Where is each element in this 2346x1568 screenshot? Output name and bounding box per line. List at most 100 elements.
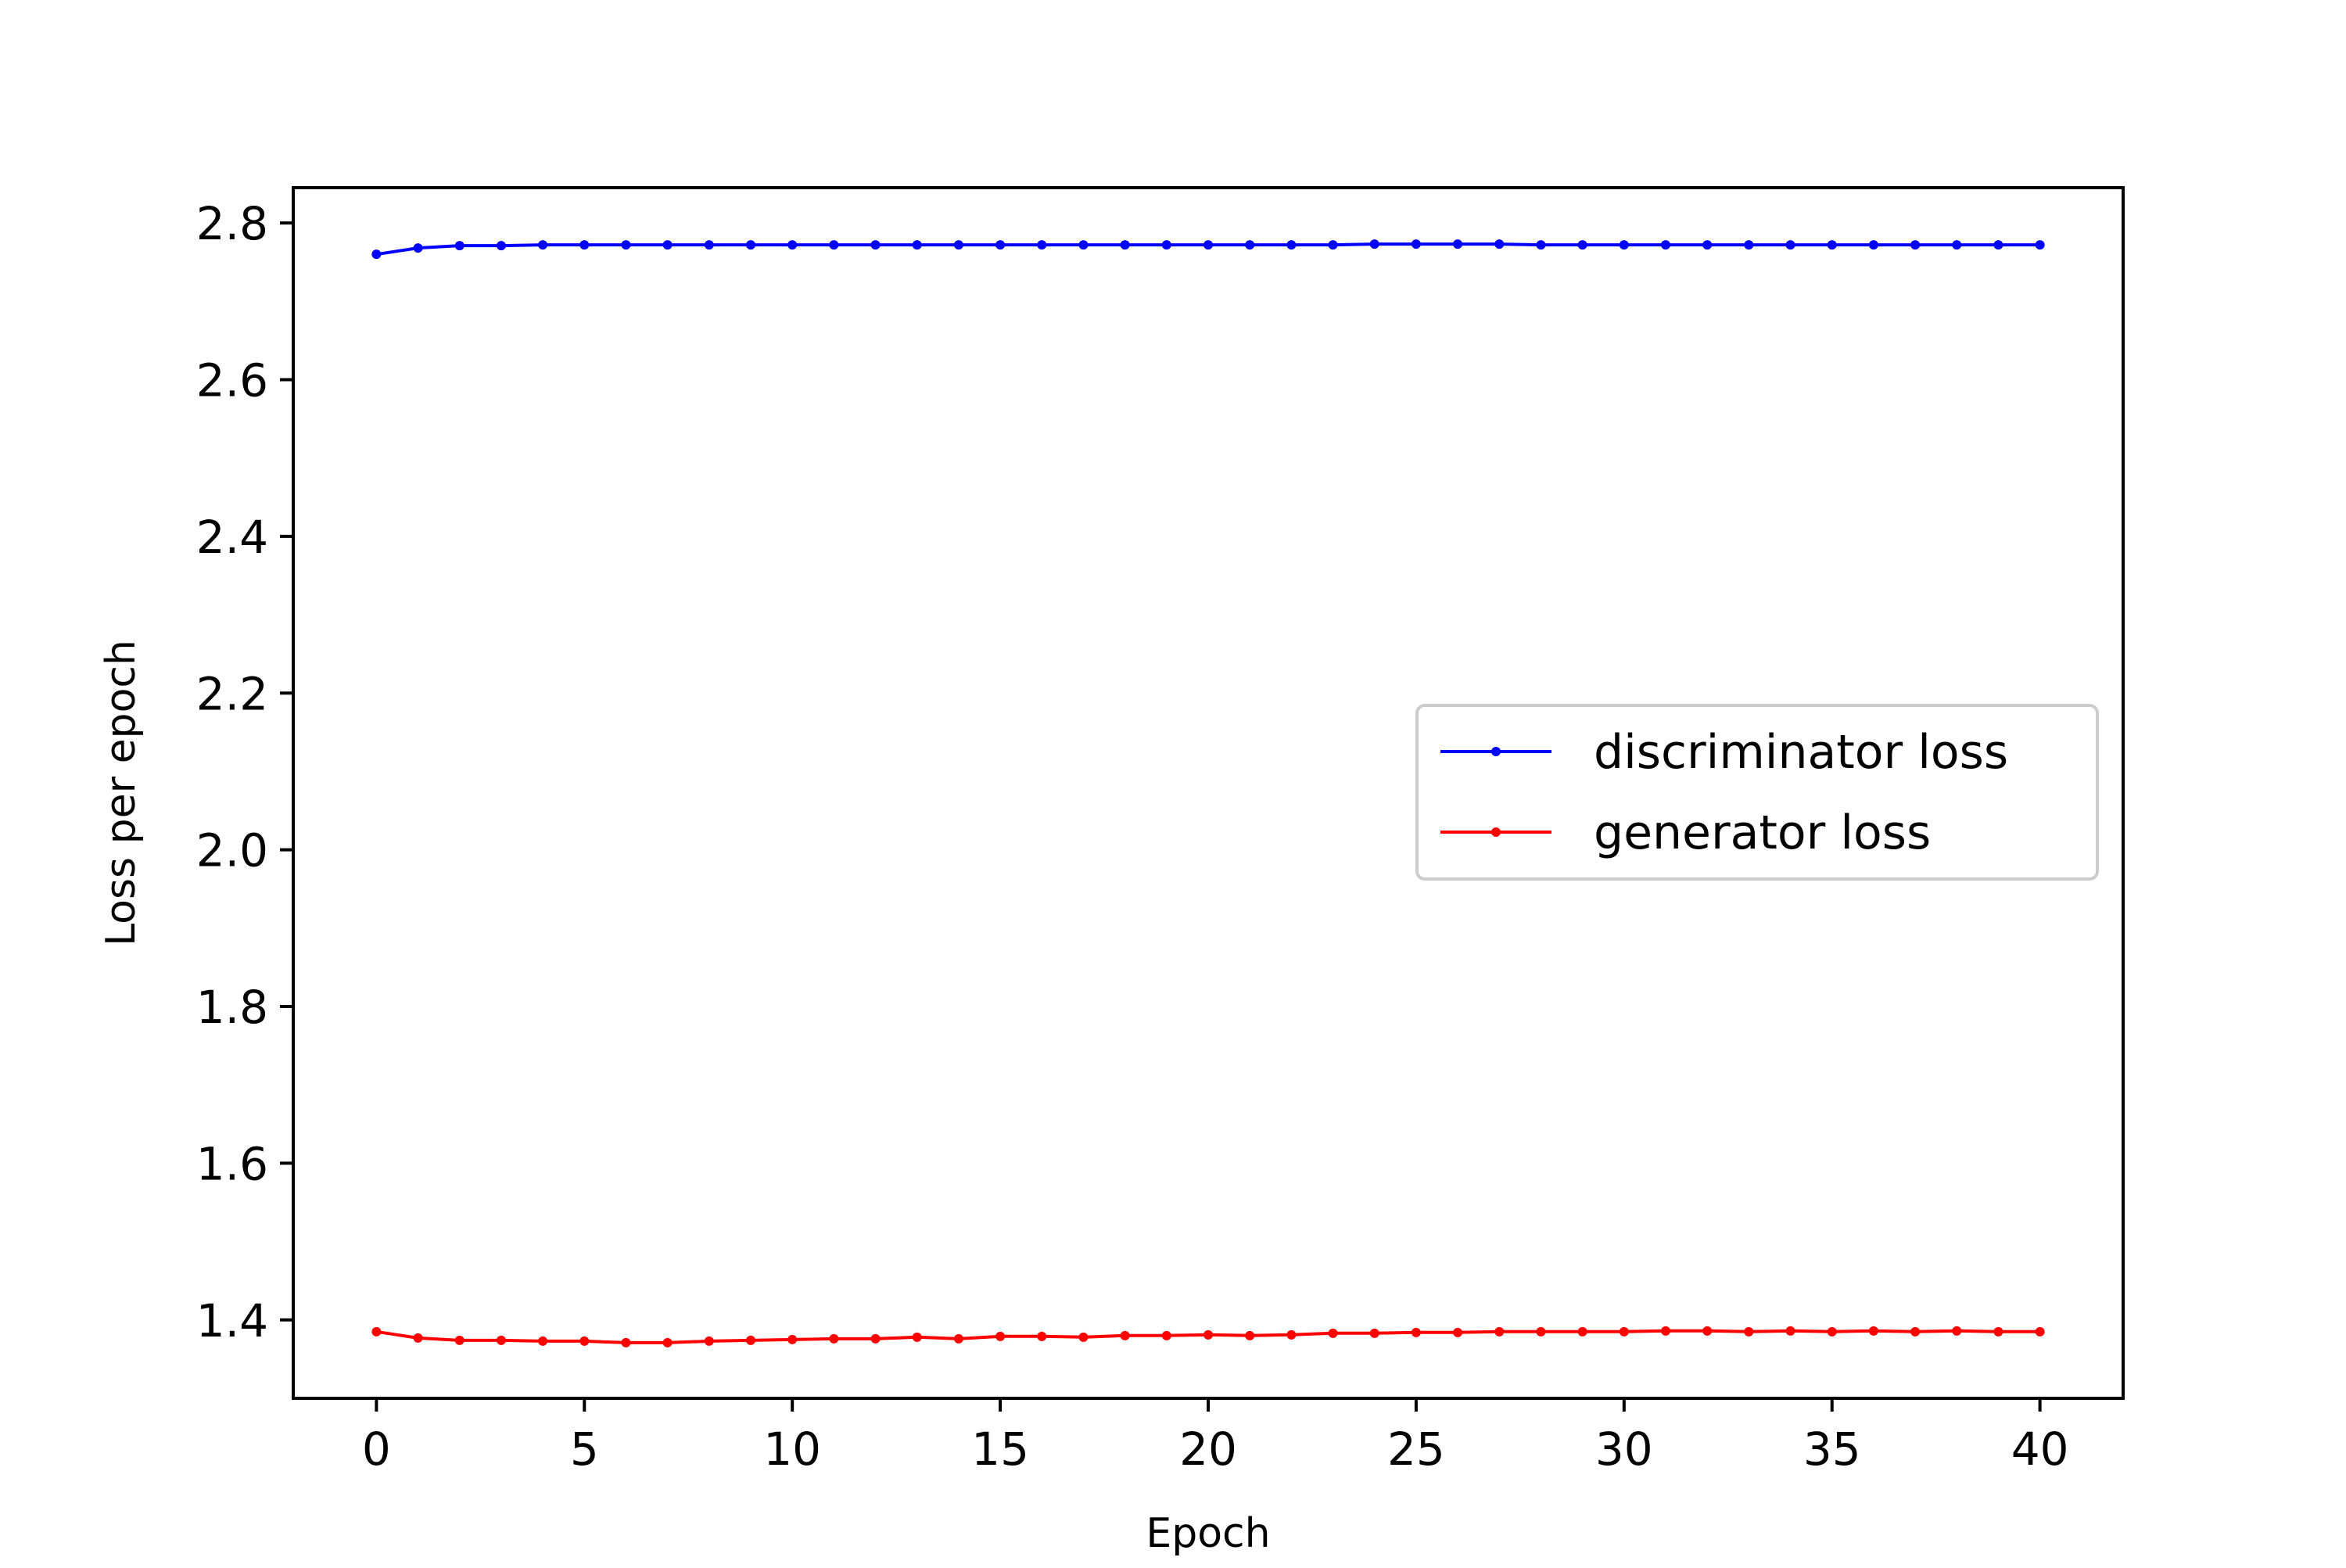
generator-loss-point: [1411, 1327, 1421, 1337]
generator-loss-point: [953, 1333, 963, 1344]
generator-loss-point: [995, 1331, 1006, 1341]
y-tick-label: 1.4: [196, 1294, 268, 1347]
generator-loss-point: [454, 1335, 465, 1345]
discriminator-loss-point: [579, 240, 590, 250]
generator-loss-point: [1161, 1330, 1171, 1340]
y-tick-label: 1.6: [196, 1137, 268, 1190]
discriminator-loss-point: [1286, 240, 1297, 250]
generator-loss-point: [1744, 1326, 1754, 1337]
discriminator-loss-point: [454, 241, 465, 251]
generator-loss-point: [912, 1332, 922, 1342]
discriminator-loss-point: [538, 240, 548, 250]
legend-label-generator-loss: generator loss: [1594, 806, 1931, 860]
generator-loss-point: [746, 1335, 755, 1345]
legend: discriminator loss generator loss: [1415, 704, 2099, 881]
generator-loss-point: [1286, 1329, 1297, 1340]
generator-loss-point: [1369, 1328, 1379, 1338]
y-tick-label: 1.8: [196, 981, 268, 1034]
y-tick-label: 2.2: [196, 667, 268, 720]
series-layer: [371, 239, 2045, 1347]
generator-loss-point: [662, 1337, 673, 1347]
x-tick-label: 40: [2011, 1423, 2069, 1476]
discriminator-loss-point: [2035, 240, 2045, 250]
generator-loss-point: [1827, 1326, 1837, 1337]
generator-loss-point: [538, 1336, 548, 1346]
generator-loss-point: [1037, 1331, 1047, 1341]
legend-box: [1415, 704, 2099, 881]
generator-loss-point: [496, 1335, 506, 1345]
generator-loss-point: [621, 1337, 631, 1347]
x-tick-label: 20: [1179, 1423, 1237, 1476]
generator-loss-point: [1702, 1326, 1713, 1336]
discriminator-loss-point: [1661, 240, 1670, 250]
discriminator-loss-point: [621, 240, 631, 250]
discriminator-loss-point: [1203, 240, 1213, 250]
x-axis-label: Epoch: [1146, 1510, 1270, 1557]
legend-marker-generator-loss: [1491, 827, 1501, 837]
generator-loss-point: [1577, 1326, 1587, 1337]
discriminator-loss-point: [1161, 240, 1171, 250]
x-tick-label: 35: [1803, 1423, 1861, 1476]
discriminator-loss-point: [704, 240, 714, 250]
y-tick-label: 2.6: [196, 353, 268, 407]
discriminator-loss-point: [953, 240, 963, 250]
discriminator-loss-point: [1993, 240, 2003, 250]
discriminator-loss-point: [1910, 240, 1921, 250]
generator-loss-point: [1494, 1326, 1505, 1337]
discriminator-loss-point: [1369, 239, 1379, 249]
discriminator-loss-point: [912, 240, 922, 250]
discriminator-loss-point: [1245, 240, 1255, 250]
discriminator-loss-point: [829, 240, 839, 250]
generator-loss-point: [371, 1326, 382, 1337]
y-axis-label: Loss per epoch: [98, 640, 145, 946]
discriminator-loss-point: [1120, 240, 1130, 250]
discriminator-loss-point: [1328, 240, 1338, 250]
generator-loss-point: [1245, 1330, 1255, 1340]
generator-loss-point: [1078, 1332, 1089, 1342]
generator-loss-point: [787, 1334, 798, 1344]
discriminator-loss-point: [1577, 240, 1587, 250]
generator-loss-point: [1993, 1326, 2003, 1337]
discriminator-loss-point: [1078, 240, 1089, 250]
discriminator-loss-point: [496, 241, 506, 251]
x-tick-label: 5: [570, 1423, 599, 1476]
legend-marker-discriminator-loss: [1491, 747, 1501, 756]
discriminator-loss-point: [746, 240, 755, 250]
discriminator-loss-point: [1785, 240, 1795, 250]
discriminator-loss-point: [1744, 240, 1754, 250]
generator-loss-point: [1661, 1326, 1670, 1336]
y-tick-label: 2.0: [196, 824, 268, 877]
discriminator-loss-point: [1453, 239, 1463, 249]
x-tick-label: 0: [362, 1423, 391, 1476]
discriminator-loss-point: [1619, 240, 1629, 250]
discriminator-loss-point: [1827, 240, 1837, 250]
x-tick-label: 10: [763, 1423, 821, 1476]
generator-loss-point: [1328, 1328, 1338, 1338]
generator-loss-point: [870, 1333, 881, 1344]
discriminator-loss-point: [787, 240, 798, 250]
generator-loss-point: [1120, 1330, 1130, 1340]
y-tick-label: 2.4: [196, 511, 268, 564]
generator-loss-point: [1910, 1326, 1921, 1337]
discriminator-loss-point: [413, 243, 423, 253]
discriminator-loss-point: [1536, 240, 1546, 250]
plot-frame: [292, 186, 2125, 1400]
generator-loss-point: [1536, 1326, 1546, 1337]
generator-loss-point: [2035, 1326, 2045, 1337]
discriminator-loss-point: [995, 240, 1006, 250]
y-tick-label: 2.8: [196, 197, 268, 250]
discriminator-loss-point: [1952, 240, 1962, 250]
discriminator-loss-point: [662, 240, 673, 250]
legend-items: discriminator loss generator loss: [1440, 725, 2008, 860]
discriminator-loss-point: [1411, 239, 1421, 249]
generator-loss-point: [1952, 1326, 1962, 1336]
axis-layer: 0 5 10 15 20 25 30 35 40 1.4 1.6 1.8 2.0 2.2 2.4 2.6 2.8: [196, 197, 2069, 1476]
x-tick-label: 25: [1387, 1423, 1445, 1476]
legend-label-discriminator-loss: discriminator loss: [1594, 725, 2008, 780]
generator-loss-point: [829, 1333, 839, 1344]
generator-loss-point: [579, 1336, 590, 1346]
generator-loss-point: [1453, 1327, 1463, 1337]
discriminator-loss-point: [870, 240, 881, 250]
